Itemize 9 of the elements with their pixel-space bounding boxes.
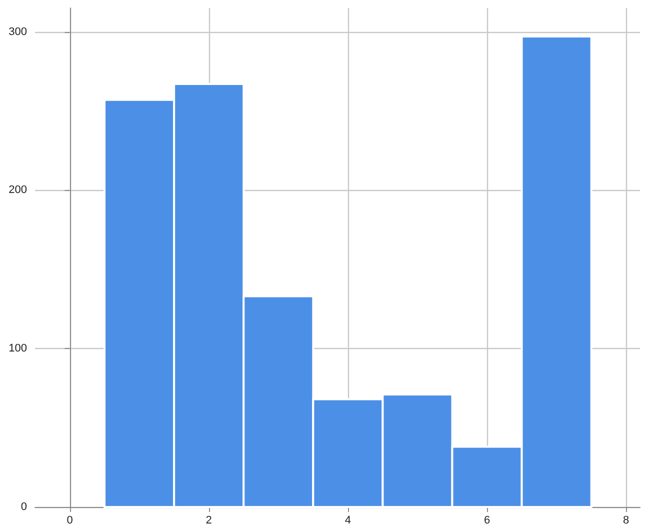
x-tick-label: 2 bbox=[206, 514, 212, 526]
y-tick-label: 300 bbox=[8, 26, 27, 38]
y-tick-label: 100 bbox=[8, 342, 27, 355]
x-tick-label: 8 bbox=[623, 514, 630, 526]
x-tick-label: 0 bbox=[66, 514, 73, 526]
y-tick-label: 0 bbox=[20, 501, 27, 513]
x-tick-label: 4 bbox=[344, 514, 351, 526]
y-tick-label: 200 bbox=[8, 184, 27, 196]
x-tick-label: 6 bbox=[484, 514, 490, 526]
